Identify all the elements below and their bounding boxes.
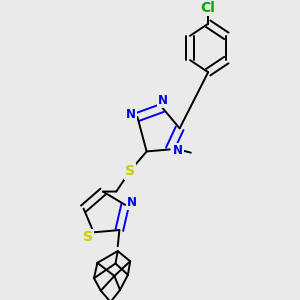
Text: N: N (127, 196, 137, 209)
Text: N: N (173, 144, 183, 157)
Text: N: N (158, 94, 168, 107)
Text: S: S (83, 230, 93, 244)
Text: N: N (126, 108, 136, 121)
Text: Cl: Cl (201, 1, 216, 15)
Text: S: S (125, 164, 135, 178)
